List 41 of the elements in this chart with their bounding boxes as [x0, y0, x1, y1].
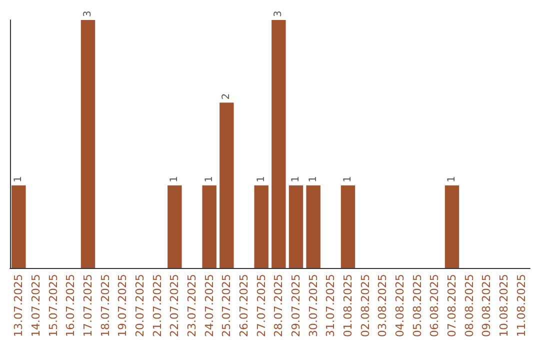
- x-tick-label: 21.07.2025: [150, 274, 164, 337]
- x-tick-label: 22.07.2025: [168, 274, 182, 337]
- data-label: 1: [446, 176, 458, 182]
- x-tick-label: 11.08.2025: [514, 274, 528, 337]
- x-tick-label: 24.07.2025: [202, 274, 216, 337]
- x-tick-label: 28.07.2025: [272, 274, 286, 337]
- x-tick-label: 20.07.2025: [134, 274, 146, 337]
- x-tick-label: 08.08.2025: [462, 274, 476, 337]
- data-label: 1: [342, 176, 354, 182]
- x-tick-label: 25.07.2025: [220, 274, 234, 337]
- x-tick-label: 14.07.2025: [30, 274, 42, 337]
- data-label: 1: [169, 176, 180, 182]
- x-tick-label: 27.07.2025: [254, 274, 268, 337]
- x-tick-label: 19.07.2025: [116, 274, 130, 337]
- x-tick-label: 23.07.2025: [186, 274, 198, 337]
- data-label: 3: [82, 10, 94, 17]
- x-tick-label: 06.08.2025: [428, 274, 442, 337]
- x-tick-label: 17.07.2025: [82, 274, 94, 337]
- x-tick-label: 05.08.2025: [410, 274, 424, 337]
- data-label: 1: [256, 176, 267, 182]
- x-tick-label: 18.07.2025: [98, 274, 112, 337]
- data-label: 1: [308, 176, 319, 182]
- x-tick-label: 29.07.2025: [290, 274, 302, 337]
- x-tick-label: 26.07.2025: [238, 274, 250, 337]
- data-label: 2: [221, 93, 232, 100]
- x-tick-label: 15.07.2025: [46, 274, 60, 337]
- x-tick-label: 10.08.2025: [498, 274, 510, 337]
- x-tick-label: 31.07.2025: [324, 274, 338, 337]
- x-tick-label: 01.08.2025: [342, 274, 354, 337]
- x-tick-label: 03.08.2025: [376, 274, 390, 337]
- x-tick-label: 30.07.2025: [306, 274, 320, 337]
- x-tick-label: 04.08.2025: [394, 274, 406, 337]
- x-tick-label: 13.07.2025: [12, 274, 26, 337]
- data-label: 1: [290, 176, 302, 182]
- data-label: 1: [13, 176, 24, 182]
- x-tick-label: 09.08.2025: [480, 274, 494, 337]
- x-tick-label: 07.08.2025: [446, 274, 458, 337]
- x-tick-label: 16.07.2025: [64, 274, 78, 337]
- x-tick-label: 02.08.2025: [358, 274, 372, 337]
- data-label: 3: [273, 10, 284, 17]
- data-label: 1: [204, 176, 215, 182]
